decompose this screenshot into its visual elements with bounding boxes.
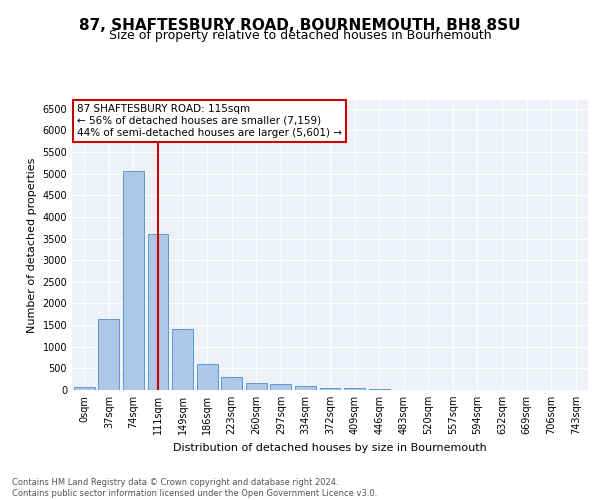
Bar [271,384,292,390]
Bar [221,377,242,390]
Bar [197,364,218,390]
Bar [123,172,144,390]
Bar [98,318,119,390]
Bar [148,234,169,390]
Bar [74,387,95,390]
Text: Contains HM Land Registry data © Crown copyright and database right 2024.
Contai: Contains HM Land Registry data © Crown c… [12,478,377,498]
Bar [344,388,365,390]
Text: Size of property relative to detached houses in Bournemouth: Size of property relative to detached ho… [109,29,491,42]
Text: 87 SHAFTESBURY ROAD: 115sqm
← 56% of detached houses are smaller (7,159)
44% of : 87 SHAFTESBURY ROAD: 115sqm ← 56% of det… [77,104,342,138]
Bar [320,388,340,390]
Y-axis label: Number of detached properties: Number of detached properties [27,158,37,332]
Text: 87, SHAFTESBURY ROAD, BOURNEMOUTH, BH8 8SU: 87, SHAFTESBURY ROAD, BOURNEMOUTH, BH8 8… [79,18,521,32]
Bar [172,328,193,390]
Bar [295,386,316,390]
Bar [246,383,267,390]
X-axis label: Distribution of detached houses by size in Bournemouth: Distribution of detached houses by size … [173,442,487,452]
Bar [368,388,389,390]
